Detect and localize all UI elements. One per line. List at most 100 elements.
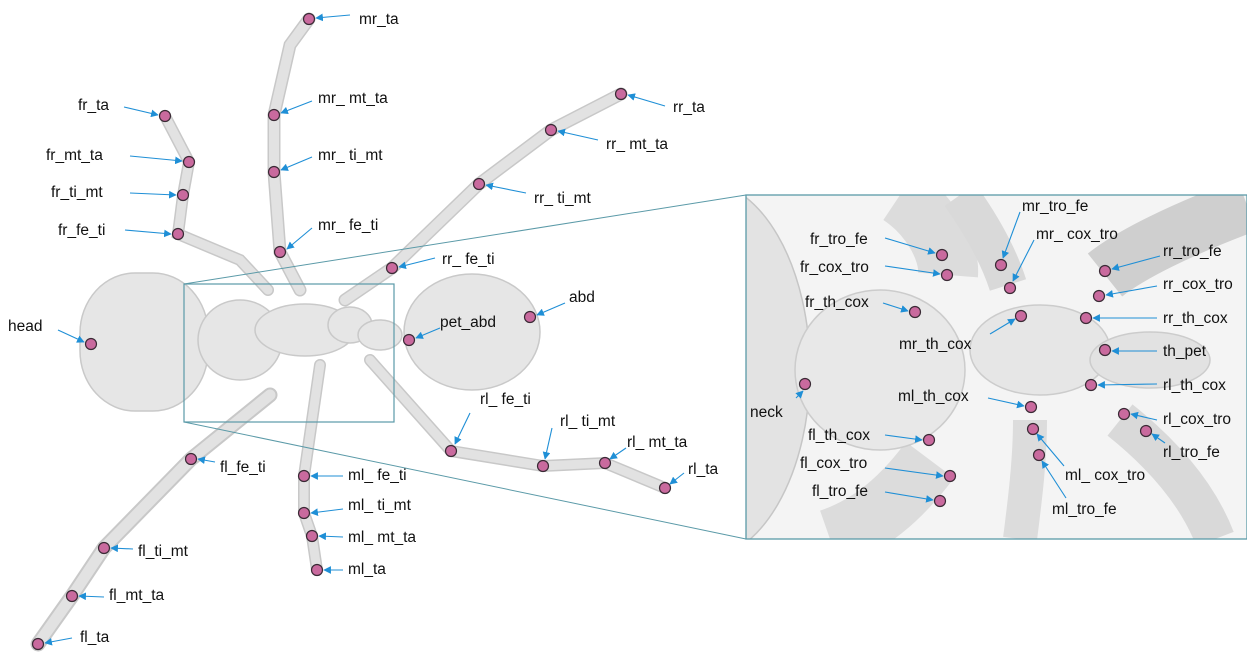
keypoint-th-pet [1098,343,1112,357]
ant-body-render [30,12,671,652]
label-rl-cox-tro: rl_cox_tro [1163,411,1231,428]
label-ml-tro-fe: ml_tro_fe [1052,501,1117,518]
label-neck: neck [750,404,783,421]
label-rl-mt-ta: rl_ mt_ta [627,434,688,451]
keypoint-ml-ta [310,563,324,577]
keypoint-rr-fe-ti [385,261,399,275]
keypoint-fl-ta [31,637,45,651]
label-rr-ti-mt: rr_ ti_mt [534,190,592,207]
label-fr-tro-fe: fr_tro_fe [810,231,868,248]
label-fl-th-cox: fl_th_cox [808,427,870,444]
label-rr-tro-fe: rr_tro_fe [1163,243,1222,260]
keypoint-fl-mt-ta [65,589,79,603]
ant-head [79,272,209,412]
keypoint-rl-fe-ti [444,444,458,458]
label-fl-cox-tro: fl_cox_tro [800,455,867,472]
keypoint-fr-ti-mt [176,188,190,202]
keypoint-rl-ta [658,481,672,495]
label-abd: abd [569,289,595,306]
keypoint-rl-mt-ta [598,456,612,470]
keypoint-fl-th-cox [922,433,936,447]
label-rl-ti-mt: rl_ ti_mt [560,413,616,430]
ant-petiole [357,319,403,351]
keypoint-fl-fe-ti [184,452,198,466]
label-fl-mt-ta: fl_mt_ta [109,587,165,604]
label-mr-ta: mr_ta [359,11,399,28]
keypoint-ml-th-cox [1024,400,1038,414]
label-fr-ta: fr_ta [78,97,109,114]
label-ml-mt-ta: ml_ mt_ta [348,529,416,546]
label-fr-cox-tro: fr_cox_tro [800,259,869,276]
label-rl-th-cox: rl_th_cox [1163,377,1226,394]
keypoint-pet-abd [402,333,416,347]
keypoint-fr-fe-ti [171,227,185,241]
keypoint-mr-mt-ta [267,108,281,122]
label-mr-fe-ti: mr_ fe_ti [318,217,378,234]
zoom-indicator [183,194,747,540]
keypoint-rl-th-cox [1084,378,1098,392]
label-rr-ta: rr_ta [673,99,705,116]
keypoint-ml-cox-tro [1026,422,1040,436]
label-fl-ta: fl_ta [80,629,110,646]
label-rl-tro-fe: rl_tro_fe [1163,444,1220,461]
keypoint-abd [523,310,537,324]
keypoint-mr-tro-fe [994,258,1008,272]
keypoint-mr-ta [302,12,316,26]
main-keypoints: mr_ta mr_ mt_ta mr_ ti_mt mr_ fe_ti fr_t… [8,11,719,651]
label-mr-th-cox: mr_th_cox [899,336,972,353]
label-ml-ta: ml_ta [348,561,386,578]
label-mr-ti-mt: mr_ ti_mt [318,147,383,164]
label-rl-fe-ti: rl_ fe_ti [480,391,531,408]
keypoint-ml-fe-ti [297,469,311,483]
keypoint-fr-cox-tro [940,268,954,282]
label-fl-ti-mt: fl_ti_mt [138,543,189,560]
keypoint-rl-tro-fe [1139,424,1153,438]
keypoint-fr-mt-ta [182,155,196,169]
label-th-pet: th_pet [1163,343,1207,360]
label-ml-ti-mt: ml_ ti_mt [348,497,412,514]
keypoint-rr-ta [614,87,628,101]
label-head: head [8,318,42,335]
keypoint-fr-tro-fe [935,248,949,262]
keypoint-head [84,337,98,351]
label-ml-cox-tro: ml_ cox_tro [1065,467,1145,484]
keypoint-mr-th-cox [1014,309,1028,323]
label-mr-cox-tro: mr_ cox_tro [1036,226,1118,243]
inset-frame [745,194,1247,540]
keypoint-fr-ta [158,109,172,123]
keypoint-rr-cox-tro [1092,289,1106,303]
label-fr-th-cox: fr_th_cox [805,294,869,311]
label-rr-fe-ti: rr_ fe_ti [442,251,495,268]
label-rr-mt-ta: rr_ mt_ta [606,136,668,153]
inset-panel [746,195,1247,539]
label-rr-th-cox: rr_th_cox [1163,310,1228,327]
keypoint-ml-tro-fe [1032,448,1046,462]
label-rr-cox-tro: rr_cox_tro [1163,276,1233,293]
label-fr-fe-ti: fr_fe_ti [58,222,105,239]
label-ml-fe-ti: ml_ fe_ti [348,467,407,484]
keypoint-fr-th-cox [908,305,922,319]
keypoint-rr-ti-mt [472,177,486,191]
label-rl-ta: rl_ta [688,461,719,478]
inset-keypoints: fr_tro_fe fr_cox_tro fr_th_cox mr_tro_fe… [750,198,1233,518]
keypoint-ml-mt-ta [305,529,319,543]
keypoint-rl-ti-mt [536,459,550,473]
keypoint-rr-th-cox [1079,311,1093,325]
label-ml-th-cox: ml_th_cox [898,388,969,405]
keypoint-mr-fe-ti [273,245,287,259]
keypoint-mr-ti-mt [267,165,281,179]
keypoint-fl-cox-tro [943,469,957,483]
label-mr-tro-fe: mr_tro_fe [1022,198,1088,215]
keypoint-rl-cox-tro [1117,407,1131,421]
keypoint-rr-mt-ta [544,123,558,137]
ant-abdomen [403,273,541,391]
label-pet-abd: pet_abd [440,314,496,331]
keypoint-rr-tro-fe [1098,264,1112,278]
label-fl-fe-ti: fl_fe_ti [220,459,266,476]
label-fr-ti-mt: fr_ti_mt [51,184,103,201]
keypoint-neck [798,377,812,391]
label-fr-mt-ta: fr_mt_ta [46,147,103,164]
keypoint-fl-ti-mt [97,541,111,555]
label-mr-mt-ta: mr_ mt_ta [318,90,388,107]
